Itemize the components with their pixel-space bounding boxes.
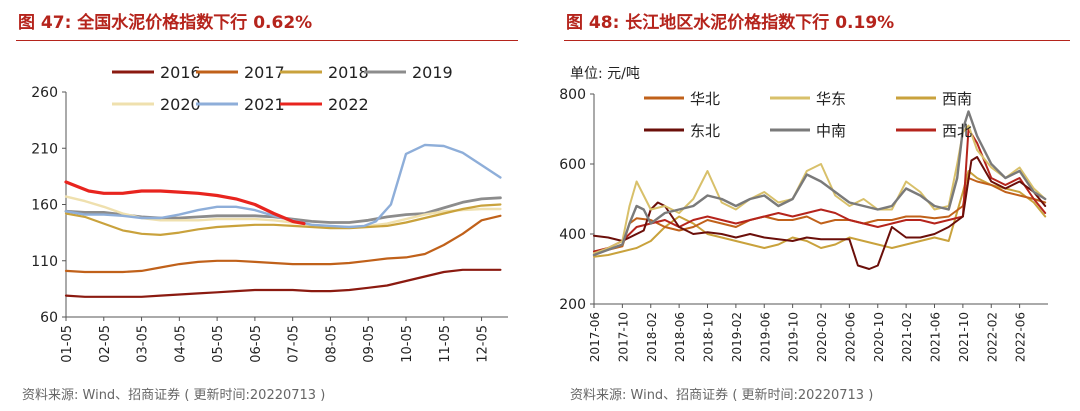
x-tick-label: 2019-10 <box>787 312 801 362</box>
legend-label-华北: 华北 <box>690 90 720 108</box>
series-line-2017 <box>64 214 502 274</box>
x-tick-label: 11-05 <box>438 325 453 363</box>
x-tick-label: 05-05 <box>211 325 226 363</box>
x-tick-label: 06-05 <box>249 325 264 363</box>
chart-title: 图 47: 全国水泥价格指数下行 0.62% <box>18 13 313 33</box>
legend-label-2017: 2017 <box>244 63 285 82</box>
x-tick-label: 2022-06 <box>1014 312 1028 362</box>
y-tick-label: 160 <box>31 198 58 214</box>
series-line-东北 <box>593 156 1047 270</box>
chart-yangtze-cement-price: 200 400 600 800 2017-06 2017-10 2018-02 2018-06… <box>559 66 1048 362</box>
y-tick-label: 400 <box>559 227 586 243</box>
series-line-2022 <box>64 180 306 226</box>
panel-national-cement-index: 图 47: 全国水泥价格指数下行 0.62% 60 110 160 210 260 01-… <box>0 0 528 411</box>
panel-yangtze-cement-index: 图 48: 长江地区水泥价格指数下行 0.19% 200 400 600 800 201… <box>548 0 1080 411</box>
source-note: 资料来源: Wind、招商证券 ( 更新时间:20220713 ) <box>22 388 326 403</box>
x-tick-label: 2018-02 <box>645 312 659 362</box>
series-line-2018 <box>64 203 502 236</box>
legend-label-2016: 2016 <box>160 63 201 82</box>
x-tick-label: 12-05 <box>476 325 491 363</box>
x-tick-label: 2020-06 <box>843 312 857 362</box>
y-tick-label: 800 <box>559 87 586 103</box>
x-tick-label: 01-05 <box>60 325 75 363</box>
legend-label-华东: 华东 <box>816 90 846 108</box>
x-tick-label: 09-05 <box>362 325 377 363</box>
legend-label-2019: 2019 <box>412 63 453 82</box>
source-note: 资料来源: Wind、招商证券 ( 更新时间:20220713 ) <box>570 388 874 403</box>
y-tick-label: 210 <box>31 141 58 157</box>
series-line-中南 <box>592 110 1047 257</box>
chart-national-cement-price: 60 110 160 210 260 01-05 02-05 03-05 04-05 05-05 0… <box>31 63 508 363</box>
y-tick-label: 200 <box>559 297 586 313</box>
series-line-西南 <box>593 170 1047 258</box>
x-tick-label: 2021-06 <box>929 312 943 362</box>
x-tick-label: 2020-02 <box>815 312 829 362</box>
legend-label-西北: 西北 <box>942 122 972 140</box>
series-line-华东 <box>593 124 1047 255</box>
x-tick-label: 2017-06 <box>588 312 602 362</box>
legend-label-2022: 2022 <box>328 95 369 114</box>
x-tick-label: 2021-02 <box>900 312 914 362</box>
x-tick-label: 08-05 <box>324 325 339 363</box>
title-divider <box>16 40 518 41</box>
x-tick-label: 2022-02 <box>985 312 999 362</box>
y-tick-label: 110 <box>31 254 58 270</box>
legend-label-2021: 2021 <box>244 95 285 114</box>
x-tick-label: 03-05 <box>136 325 151 363</box>
series-line-华北 <box>593 177 1047 253</box>
x-tick-label: 02-05 <box>98 325 113 363</box>
legend-label-中南: 中南 <box>816 122 846 140</box>
chart-title: 图 48: 长江地区水泥价格指数下行 0.19% <box>566 13 895 33</box>
x-tick-label: 2021-10 <box>957 312 971 362</box>
x-tick-label: 07-05 <box>287 325 302 363</box>
x-tick-label: 2020-10 <box>872 312 886 362</box>
x-tick-label: 2019-02 <box>730 312 744 362</box>
legend-label-东北: 东北 <box>690 122 720 140</box>
x-tick-label: 2019-06 <box>758 312 772 362</box>
series-line-2020 <box>64 195 502 229</box>
y-tick-label: 60 <box>40 310 58 326</box>
y-tick-label: 600 <box>559 157 586 173</box>
unit-label: 单位: 元/吨 <box>570 66 640 82</box>
legend-label-2020: 2020 <box>160 95 201 114</box>
legend-label-2018: 2018 <box>328 63 369 82</box>
series-line-西北 <box>593 128 1047 253</box>
x-tick-label: 04-05 <box>173 325 188 363</box>
series-line-2016 <box>64 268 502 298</box>
legend-label-西南: 西南 <box>942 90 972 108</box>
x-tick-label: 2018-06 <box>673 312 687 362</box>
title-divider <box>564 40 1070 41</box>
y-tick-label: 260 <box>31 85 58 101</box>
x-tick-label: 10-05 <box>400 325 415 363</box>
x-tick-label: 2018-10 <box>702 312 716 362</box>
x-tick-label: 2017-10 <box>616 312 630 362</box>
